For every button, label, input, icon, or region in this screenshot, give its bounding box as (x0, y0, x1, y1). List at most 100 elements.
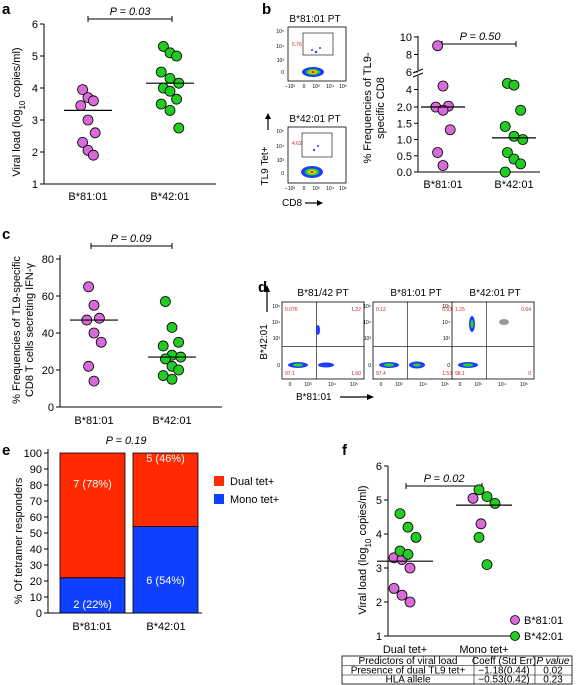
legend-b42-label: B*42:01 (524, 631, 563, 643)
flow-b-gate-2: 4.62 (292, 141, 302, 147)
svg-text:10³: 10³ (277, 158, 285, 164)
data-point (88, 299, 100, 311)
panel-c-points (70, 281, 196, 387)
flow-d-xtick: 10⁵ (520, 382, 528, 388)
y-tick-label: 6 (32, 19, 38, 31)
svg-text:10⁴: 10⁴ (276, 144, 284, 150)
flow-d-xtick: 10³ (304, 382, 312, 388)
flow-d-quadrant-value: 1.60 (351, 371, 361, 377)
flow-d-title: B*81/42 PT (297, 288, 348, 299)
panel-e: e % Of tetramer responders 0 10 20 30 40 50 60… (2, 435, 279, 633)
data-point (77, 136, 88, 148)
flow-d-xtick: 0 (289, 382, 292, 388)
flow-d-ytick: 10⁵ (363, 304, 371, 310)
data-point (157, 340, 169, 352)
data-point (515, 158, 526, 170)
data-point (155, 98, 167, 110)
data-point (173, 122, 185, 134)
panel-b-yticks: 0.0 0.5 1.0 1.5 2.0 4 6 8 10 (397, 32, 418, 179)
panel-b-pvalue: P = 0.50 (460, 31, 502, 43)
panel-f-cat-2: Mono tet+ (459, 644, 508, 656)
y-tick-label: 60 (30, 512, 42, 524)
y-tick-label: 40 (30, 544, 42, 556)
table-row-1-predictor: Presence of dual TL9 tet+ (351, 666, 466, 677)
data-point (88, 327, 100, 339)
panel-f-points (377, 484, 512, 608)
data-point (501, 147, 513, 158)
flow-d-xtick: 0 (380, 382, 383, 388)
y-tick-label: 3 (376, 563, 382, 575)
svg-text:10⁵: 10⁵ (339, 84, 347, 90)
panel-f-cat-1: Dual tet+ (383, 644, 427, 656)
panel-c-label: c (2, 226, 10, 243)
flow-d-ytick: 10⁵ (442, 304, 450, 310)
svg-text:0: 0 (281, 70, 284, 76)
y-tick-label: 10 (400, 32, 412, 44)
data-point (517, 134, 529, 145)
data-point (166, 322, 178, 333)
data-point (499, 121, 511, 132)
data-point (467, 492, 479, 504)
panel-b-ylabel-1: % Frequencies of TL9- (362, 52, 374, 163)
flow-d-title: B*42:01 PT (469, 288, 520, 299)
panel-b-cat-2: B*42:01 (494, 179, 533, 191)
panel-c-ylabel-2: CD8 T cells secreting IFN-γ (24, 262, 36, 397)
data-point (89, 127, 101, 139)
panel-a-label: a (2, 1, 11, 18)
flow-b-xlabel: CD8 (282, 198, 302, 209)
panel-e-pvalue: P = 0.19 (106, 435, 147, 447)
flow-d-quadrant-value: 0 (528, 371, 531, 377)
legend-b42-swatch (510, 631, 520, 641)
data-point (394, 508, 406, 519)
flow-d-xtick: 0 (459, 382, 462, 388)
svg-text:10⁴: 10⁴ (326, 186, 334, 192)
data-point (164, 73, 176, 84)
flow-d-quadrant-value: 0.076 (285, 307, 298, 313)
flow-d-quadrant-value: 0.12 (376, 307, 386, 313)
panel-a-points (64, 41, 194, 161)
flow-d-ytick: 10⁴ (363, 320, 371, 326)
data-point (173, 336, 185, 348)
svg-text:−10³: −10³ (285, 84, 295, 90)
table-header-coeff: Coeff (Std Err) (472, 656, 536, 667)
table-row-2-predictor: HLA allele (385, 675, 430, 685)
data-point (95, 336, 107, 348)
data-point (489, 497, 501, 509)
legend-mono-label: Mono tet+ (230, 494, 279, 506)
table-header-pvalue: P value (537, 656, 570, 667)
y-tick-label: 70 (30, 496, 42, 508)
bar-mono (132, 526, 199, 614)
data-point (515, 104, 526, 116)
panel-b-cat-1: B*81:01 (423, 179, 462, 191)
data-point (481, 491, 493, 503)
y-tick-label: 0 (36, 608, 42, 620)
panel-a-cat-1: B*81:01 (68, 191, 107, 203)
flow-d-xtick: 10⁴ (419, 382, 427, 388)
data-point (173, 364, 185, 376)
data-point (155, 66, 167, 78)
predictor-table: Predictors of viral load Coeff (Std Err)… (341, 655, 573, 685)
y-tick-label: 20 (30, 576, 42, 588)
svg-text:0: 0 (303, 186, 306, 192)
panel-e-label: e (2, 442, 10, 459)
panel-a-cat-2: B*42:01 (150, 191, 189, 203)
data-point (88, 375, 100, 387)
y-tick-label: 40 (42, 328, 54, 340)
data-point (481, 559, 493, 570)
y-tick-label: 6 (406, 67, 412, 79)
svg-text:10⁴: 10⁴ (326, 84, 334, 90)
panel-b: b B*81:01 PT 5.76 10⁵ 10⁴ 10³ 0 −10³ 0 1… (260, 1, 540, 209)
table-row-2-pvalue: 0.23 (543, 675, 563, 685)
svg-text:10³: 10³ (312, 84, 320, 90)
data-point (94, 312, 105, 324)
y-tick-label: 1.5 (397, 118, 412, 130)
panel-f: f Viral load (log10 copies/ml) 1 2 3 4 5 6 P … (341, 442, 573, 685)
panel-c: c % Frequencies of TL9-specific CD8 T ce… (2, 226, 222, 427)
bar-dual (59, 452, 126, 579)
flow-d-quadrant-value: 98.1 (455, 371, 465, 377)
table-row-1-coeff: −1.18(0.44) (478, 666, 529, 677)
y-tick-label: 1.0 (397, 135, 412, 147)
flow-d-xtick: 10³ (474, 382, 482, 388)
legend-dual-swatch (214, 476, 224, 486)
y-tick-label: 60 (42, 291, 54, 303)
